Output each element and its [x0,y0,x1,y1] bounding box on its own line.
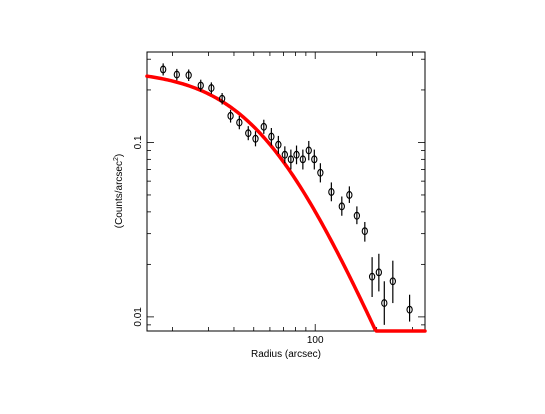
data-marker [293,150,300,159]
data-marker [299,155,307,164]
data-point [287,149,295,170]
data-point [317,163,324,183]
data-point [406,294,413,322]
data-point [197,79,204,92]
data-point [389,260,396,304]
data-point [361,221,368,242]
data-point [260,119,267,134]
data-marker [353,211,361,220]
data-marker [281,150,288,159]
data-marker [338,202,345,211]
data-marker [160,65,167,74]
y-axis-label-sup: 2 [113,157,120,161]
data-point [353,206,361,225]
data-point [381,281,388,325]
data-marker [311,155,318,164]
data-marker [173,70,180,79]
data-marker [328,188,335,196]
data-point [160,63,167,76]
data-point [185,69,192,82]
data-marker [245,129,252,138]
data-point [293,145,300,165]
data-point [227,109,234,123]
data-marker [268,132,275,141]
data-points [160,63,413,325]
data-point [328,182,335,202]
data-point [338,196,345,216]
data-marker [368,272,376,281]
data-marker [208,84,215,93]
tick-labels: 100 0.1 0.01 [133,135,324,346]
data-marker [381,299,388,308]
data-point [305,140,312,161]
data-point [311,149,318,170]
data-marker [389,277,396,286]
data-marker [185,71,192,80]
y-axis-label: (Counts/arcsec2) [113,154,125,229]
plot-frame [146,51,426,332]
data-point [236,115,243,130]
data-marker [287,155,295,164]
model-curve [145,74,427,333]
data-marker [218,94,226,103]
data-marker [317,168,324,177]
y-tick-label: 0.01 [133,307,144,327]
data-marker [260,122,267,131]
data-marker [227,111,234,120]
data-marker [361,227,368,236]
data-point [268,128,275,146]
data-point [368,257,376,298]
data-marker [197,81,204,90]
x-axis-label: Radius (arcsec) [251,349,321,360]
y-axis-label-main: (Counts/arcsec [114,161,125,228]
data-point [252,131,259,147]
data-point [299,149,307,170]
data-marker [346,191,353,199]
data-marker [406,305,413,314]
axis-ticks [147,52,425,331]
data-point [218,93,226,105]
data-point [375,253,382,292]
data-marker [305,146,312,155]
y-tick-label: 0.1 [133,135,144,149]
data-point [245,126,252,141]
data-marker [236,118,243,127]
data-marker [275,140,282,149]
data-point [208,82,215,94]
y-axis-label-close: ) [114,154,125,157]
data-point [173,68,180,81]
data-point [346,186,353,203]
data-marker [375,268,382,277]
data-marker [252,134,259,143]
data-point [275,135,282,154]
x-tick-label: 100 [307,335,324,346]
data-point [281,146,288,164]
